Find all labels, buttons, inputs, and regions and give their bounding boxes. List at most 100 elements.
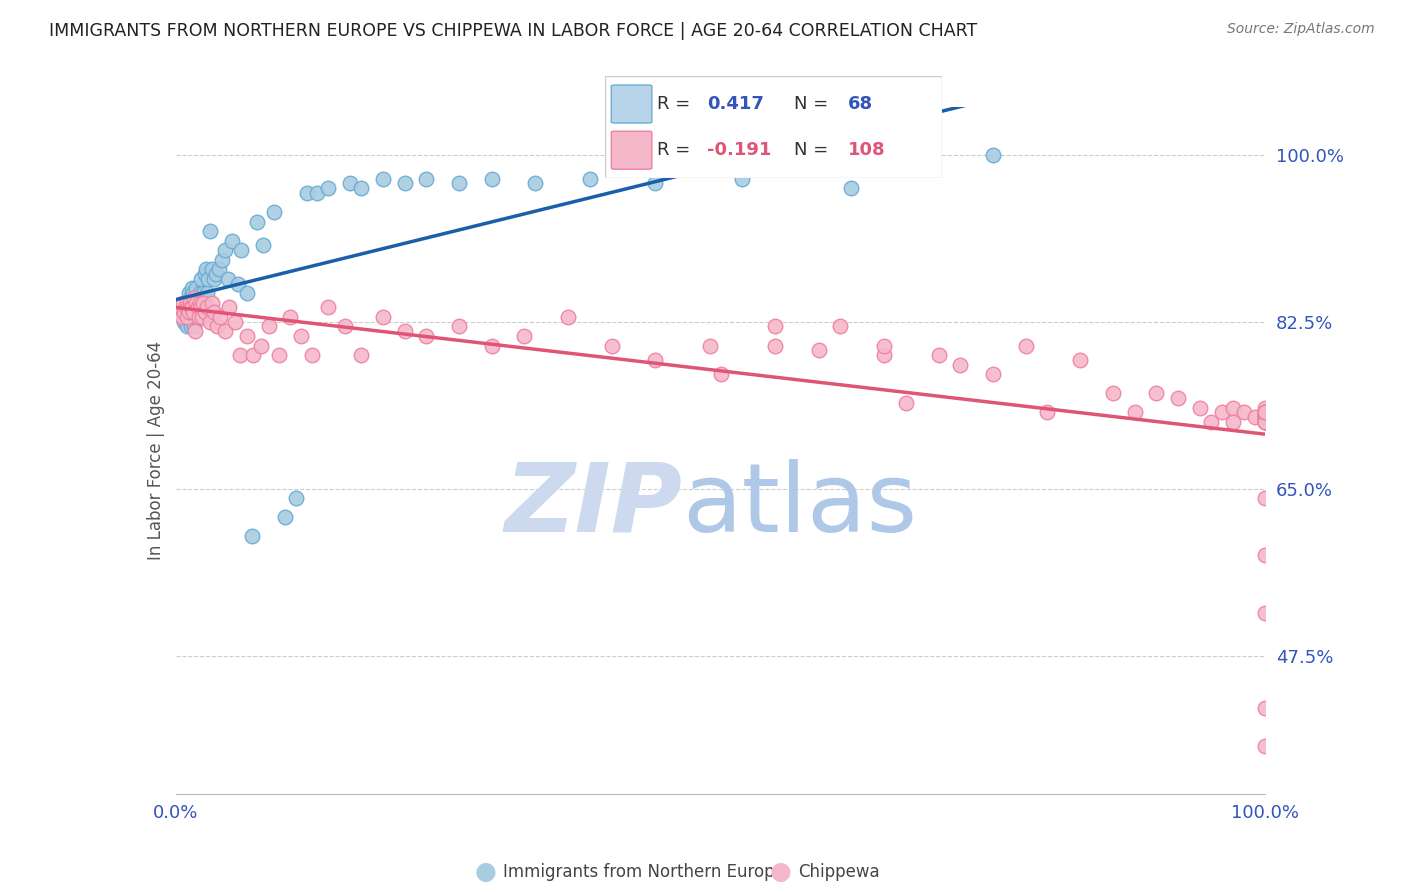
Point: [1254, 606, 1277, 620]
Point: [211, 252, 233, 267]
Point: [176, 319, 198, 334]
Point: [195, 286, 218, 301]
Point: [202, 305, 225, 319]
Point: [1254, 401, 1277, 415]
Point: [981, 367, 1004, 381]
Point: [259, 319, 281, 334]
Point: [1254, 405, 1277, 419]
Point: [191, 286, 214, 301]
Point: [295, 186, 318, 200]
Point: [1211, 405, 1233, 419]
Text: Source: ZipAtlas.com: Source: ZipAtlas.com: [1227, 22, 1375, 37]
Point: [235, 286, 257, 301]
Point: [217, 271, 239, 285]
Point: [928, 348, 950, 362]
Point: [179, 291, 201, 305]
Text: R =: R =: [657, 95, 696, 112]
Point: [179, 301, 201, 315]
Point: [181, 301, 204, 315]
Point: [318, 181, 340, 195]
Point: [949, 358, 972, 372]
Point: [181, 295, 204, 310]
FancyBboxPatch shape: [605, 76, 942, 178]
Point: [1254, 410, 1277, 425]
Point: [181, 281, 204, 295]
Point: [1254, 415, 1277, 429]
Point: [184, 295, 207, 310]
Point: [177, 286, 200, 301]
Point: [318, 301, 340, 315]
Point: [481, 171, 503, 186]
Point: [1123, 405, 1146, 419]
Point: [1254, 415, 1277, 429]
Point: [180, 301, 202, 315]
Point: [513, 329, 536, 343]
Point: [301, 348, 323, 362]
Point: [194, 267, 217, 281]
Point: [1222, 401, 1244, 415]
Point: [1254, 410, 1277, 425]
Point: [339, 177, 361, 191]
Point: [1232, 405, 1256, 419]
Point: [1243, 410, 1265, 425]
Point: [187, 291, 209, 305]
Point: [181, 301, 204, 315]
Point: [873, 338, 896, 352]
Point: [186, 281, 208, 295]
Point: [214, 324, 236, 338]
Text: -0.191: -0.191: [707, 141, 772, 159]
Point: [194, 305, 217, 319]
Point: [1254, 415, 1277, 429]
Point: [1254, 739, 1277, 754]
Text: N =: N =: [793, 141, 834, 159]
Point: [177, 305, 200, 319]
Point: [284, 491, 307, 505]
Point: [176, 295, 198, 310]
Point: [830, 319, 852, 334]
Point: [644, 177, 666, 191]
Point: [1254, 405, 1277, 419]
Point: [307, 186, 329, 200]
Point: [173, 315, 195, 329]
Point: [1102, 386, 1125, 401]
Point: [1254, 405, 1277, 419]
Text: 68: 68: [848, 95, 873, 112]
Point: [350, 181, 373, 195]
Point: [201, 295, 224, 310]
Point: [229, 348, 252, 362]
Point: [180, 319, 202, 334]
Point: [181, 310, 204, 324]
Point: [181, 286, 204, 301]
Point: [183, 291, 205, 305]
Point: [170, 301, 193, 315]
Point: [579, 171, 602, 186]
Point: [1254, 405, 1277, 419]
Text: 108: 108: [848, 141, 886, 159]
Point: [841, 181, 863, 195]
Point: [195, 301, 218, 315]
Point: [394, 177, 416, 191]
Point: [447, 177, 470, 191]
Point: [190, 301, 212, 315]
Point: [644, 352, 666, 367]
Point: [202, 271, 225, 285]
Point: [263, 205, 285, 219]
Point: [198, 315, 221, 329]
Text: N =: N =: [793, 95, 834, 112]
Point: [186, 295, 208, 310]
Text: ●: ●: [769, 861, 792, 884]
Point: [177, 301, 200, 315]
Point: [1144, 386, 1167, 401]
Point: [201, 262, 224, 277]
Point: [894, 396, 917, 410]
Point: [193, 301, 215, 315]
Point: [252, 238, 274, 252]
Point: [1254, 410, 1277, 425]
Point: [231, 243, 253, 257]
Point: [205, 319, 228, 334]
Text: Chippewa: Chippewa: [799, 863, 880, 881]
Point: [183, 301, 205, 315]
Point: [873, 348, 896, 362]
Point: [172, 310, 194, 324]
Point: [290, 329, 312, 343]
